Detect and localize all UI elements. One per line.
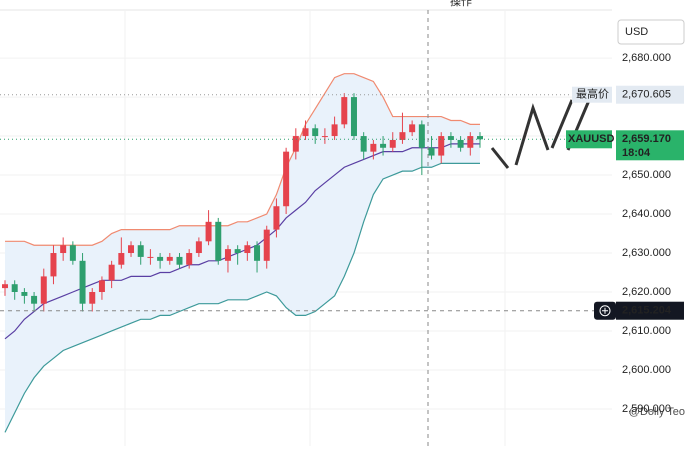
last-label: 2,659.170 [622,133,671,145]
arrow [550,99,574,149]
candle-body [312,128,319,137]
candle-body [389,139,396,148]
high-name-box [572,86,612,103]
candle-body [98,280,105,293]
candle-body [166,256,173,261]
band-line [5,73,480,246]
candle-body [137,245,144,257]
candle-body [50,253,57,277]
candle-body [108,264,115,281]
watermark: @Dolly Teo [629,406,685,418]
y-tick-label: 2,600.000 [622,364,671,376]
candle-body [195,241,202,254]
y-tick-label: 2,640.000 [622,208,671,220]
candle-body [370,143,377,152]
candle-body [467,136,474,148]
last-name: XAUUSD [568,133,615,145]
candle-body [224,249,231,261]
cursor-plus-sign[interactable] [602,307,608,314]
candle-body [21,292,28,296]
arrow [514,103,550,166]
candle-body [89,292,96,304]
candle-body [428,147,435,156]
candle-body [234,249,241,254]
candle-body [399,132,406,140]
band-fill [5,73,480,433]
candle-body [438,136,445,156]
cursor-label-box [616,301,684,320]
candle-body [79,260,86,304]
candle-body [60,245,67,254]
y-tick-label: 2,630.000 [622,247,671,259]
candle-body [341,97,348,125]
candle-body [254,245,261,261]
cursor-plus[interactable] [599,305,611,317]
candle-body [302,128,309,137]
arrow [490,147,510,169]
y-tick-label: 2,610.000 [622,325,671,337]
candle-body [477,136,483,140]
currency-box[interactable] [617,19,685,45]
candle-body [283,151,290,207]
y-tick-label: 2,680.000 [622,52,671,64]
candle-body [263,229,270,261]
plot-area [0,10,612,446]
last-name-box [566,130,612,149]
high-name: 最高价 [576,87,609,101]
candle-body [147,256,154,258]
high-label: 2,670.605 [622,89,671,101]
candle-body [273,206,280,230]
candle-body [360,136,367,152]
candle-body [380,143,387,148]
candle-body [40,276,47,304]
high-label-box [616,85,684,104]
candle-body [409,124,416,133]
candle-body [186,253,193,265]
y-tick-label: 2,620.000 [622,286,671,298]
price-axis [612,10,695,446]
candle-body [350,97,357,137]
candle-body [215,221,222,261]
currency[interactable]: USD [625,26,648,38]
candle-body [457,139,464,148]
candle-body [176,256,183,265]
candle-body [321,136,328,138]
candle-body [128,245,135,254]
candle-body [2,284,8,289]
candle-body [118,253,125,265]
candle-body [292,136,299,152]
candle-body [11,284,18,293]
candle-body [157,256,164,261]
cursor-label: 2,615.204 [622,305,672,317]
candle-body [418,124,425,148]
candle-body [69,245,76,261]
y-tick-label: 2,590.000 [622,403,671,415]
band-line [4,162,480,433]
toolbar-text[interactable]: 操作 [450,0,472,8]
candle-body [331,124,338,137]
candle-body [447,136,454,140]
last-label-box [616,130,684,161]
candle-body [244,245,251,254]
countdown: 18:04 [622,147,651,159]
candle-body [205,221,212,242]
candle-body [31,295,38,304]
y-tick-label: 2,650.000 [622,169,671,181]
